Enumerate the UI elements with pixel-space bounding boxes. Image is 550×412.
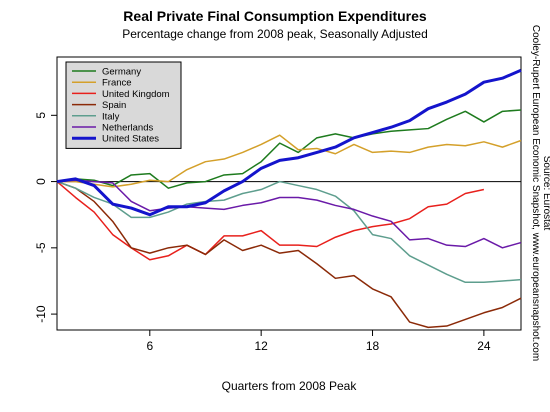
series-line xyxy=(56,181,485,261)
y-tick-label: 5 xyxy=(34,112,48,119)
x-axis-label: Quarters from 2008 Peak xyxy=(222,379,358,393)
legend-label: United Kingdom xyxy=(102,89,170,100)
x-tick-label: 12 xyxy=(254,339,268,353)
chart-subtitle: Percentage change from 2008 peak, Season… xyxy=(122,27,428,41)
series-line xyxy=(56,180,522,329)
chart-title: Real Private Final Consumption Expenditu… xyxy=(123,8,427,24)
x-tick-label: 24 xyxy=(477,339,491,353)
y-tick-label: 0 xyxy=(34,178,48,185)
y-tick-label: -5 xyxy=(34,242,48,253)
legend-label: Germany xyxy=(102,67,141,78)
annotation: Source: Eurostat xyxy=(541,156,550,231)
plot-frame xyxy=(56,56,522,331)
x-tick-label: 18 xyxy=(366,339,380,353)
legend-label: Netherlands xyxy=(102,123,153,134)
series-line xyxy=(56,68,522,217)
x-tick-label: 6 xyxy=(146,339,153,353)
y-tick-label: -10 xyxy=(34,305,48,323)
legend-label: Italy xyxy=(102,111,120,122)
series-line xyxy=(56,180,522,284)
annotation: Cooley-Rupert European Economic Snapshot… xyxy=(530,25,541,361)
series-line xyxy=(56,179,522,249)
series-line xyxy=(57,134,522,188)
legend-label: France xyxy=(102,78,132,89)
legend-label: Spain xyxy=(102,100,126,111)
series-line xyxy=(56,109,522,189)
legend-label: United States xyxy=(102,134,159,145)
